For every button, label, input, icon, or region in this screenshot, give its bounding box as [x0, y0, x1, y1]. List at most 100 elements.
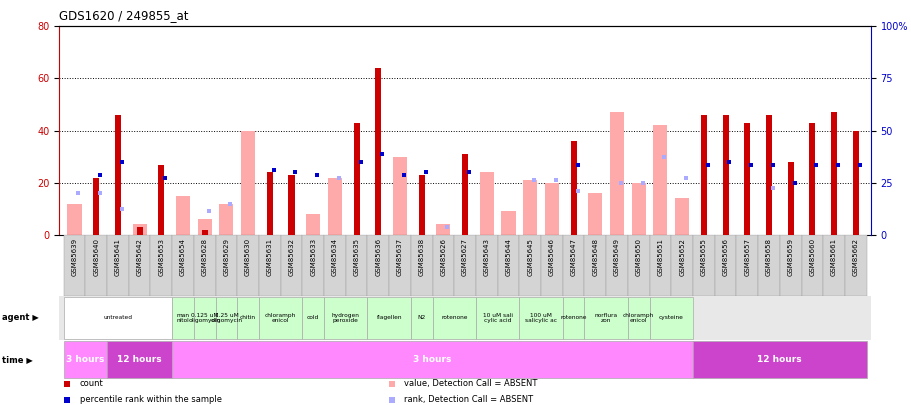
Bar — [454, 235, 476, 296]
Text: GSM85653: GSM85653 — [159, 238, 164, 276]
Bar — [501, 211, 515, 235]
Text: 1.25 uM
oligomycin: 1.25 uM oligomycin — [210, 313, 242, 323]
Text: GSM85659: GSM85659 — [787, 238, 793, 276]
Text: N2: N2 — [417, 315, 425, 320]
Text: chitin: chitin — [240, 315, 256, 320]
Bar — [115, 115, 121, 235]
Bar — [389, 235, 411, 296]
Text: 10 uM sali
cylic acid: 10 uM sali cylic acid — [482, 313, 512, 323]
Text: GSM85656: GSM85656 — [722, 238, 728, 276]
Text: flagellen: flagellen — [376, 315, 402, 320]
Bar — [649, 296, 692, 339]
Bar — [588, 193, 602, 235]
Bar — [411, 235, 432, 296]
Text: GDS1620 / 249855_at: GDS1620 / 249855_at — [59, 9, 189, 22]
Text: GSM85655: GSM85655 — [700, 238, 706, 276]
Bar — [670, 235, 692, 296]
Bar — [159, 164, 164, 235]
Bar — [237, 235, 259, 296]
Bar — [367, 296, 411, 339]
Bar — [692, 341, 865, 377]
Bar — [150, 235, 172, 296]
Text: GSM85654: GSM85654 — [179, 238, 186, 276]
Bar — [808, 123, 814, 235]
Text: GSM85642: GSM85642 — [137, 238, 142, 276]
Bar — [627, 235, 649, 296]
Bar — [194, 296, 215, 339]
Bar — [544, 183, 558, 235]
Text: GSM85626: GSM85626 — [440, 238, 445, 276]
Text: GSM85634: GSM85634 — [332, 238, 338, 276]
Bar — [518, 296, 562, 339]
Bar — [367, 235, 389, 296]
Text: GSM85658: GSM85658 — [765, 238, 771, 276]
Text: GSM85651: GSM85651 — [657, 238, 662, 276]
Bar — [128, 235, 150, 296]
Bar — [714, 235, 735, 296]
Text: GSM85641: GSM85641 — [115, 238, 121, 276]
Text: norflura
zon: norflura zon — [594, 313, 617, 323]
Text: GSM85661: GSM85661 — [830, 238, 836, 276]
Text: hydrogen
peroxide: hydrogen peroxide — [332, 313, 359, 323]
Bar — [345, 235, 367, 296]
Text: GSM85637: GSM85637 — [396, 238, 403, 276]
Bar — [518, 235, 540, 296]
Text: 0.125 uM
oligomycin: 0.125 uM oligomycin — [189, 313, 220, 323]
Text: GSM85644: GSM85644 — [505, 238, 511, 276]
Bar — [476, 235, 497, 296]
Bar — [765, 115, 771, 235]
Bar — [540, 235, 562, 296]
Text: GSM85631: GSM85631 — [267, 238, 272, 276]
Bar — [323, 235, 345, 296]
Bar — [432, 235, 454, 296]
Bar — [584, 235, 606, 296]
Bar — [606, 235, 627, 296]
Bar — [201, 230, 208, 235]
Text: rank, Detection Call = ABSENT: rank, Detection Call = ABSENT — [404, 395, 533, 404]
Bar — [418, 175, 425, 235]
Bar — [327, 177, 342, 235]
Text: untreated: untreated — [103, 315, 132, 320]
Bar — [288, 175, 294, 235]
Text: GSM85632: GSM85632 — [288, 238, 294, 276]
Bar — [435, 224, 450, 235]
Bar — [852, 130, 858, 235]
Bar — [93, 177, 99, 235]
Bar — [198, 219, 211, 235]
Text: percentile rank within the sample: percentile rank within the sample — [79, 395, 221, 404]
Text: 100 uM
salicylic ac: 100 uM salicylic ac — [525, 313, 557, 323]
Text: GSM85629: GSM85629 — [223, 238, 230, 276]
Bar — [609, 112, 623, 235]
Bar — [86, 235, 107, 296]
Text: rotenone: rotenone — [441, 315, 467, 320]
Bar — [353, 123, 359, 235]
Bar — [107, 235, 128, 296]
Text: GSM85657: GSM85657 — [743, 238, 750, 276]
Bar — [132, 224, 147, 235]
Text: GSM85639: GSM85639 — [71, 238, 77, 276]
Bar — [176, 196, 189, 235]
Text: GSM85646: GSM85646 — [548, 238, 554, 276]
Text: 3 hours: 3 hours — [67, 355, 105, 364]
Bar — [67, 204, 81, 235]
Text: GSM85630: GSM85630 — [245, 238, 251, 276]
Bar — [215, 296, 237, 339]
Text: count: count — [79, 379, 103, 388]
Bar — [302, 296, 323, 339]
Text: GSM85636: GSM85636 — [375, 238, 381, 276]
Text: cold: cold — [307, 315, 319, 320]
Text: 12 hours: 12 hours — [118, 355, 162, 364]
Text: GSM85652: GSM85652 — [679, 238, 684, 276]
Bar — [757, 235, 779, 296]
Bar — [220, 204, 233, 235]
Bar — [393, 157, 406, 235]
Bar — [652, 126, 667, 235]
Text: GSM85647: GSM85647 — [570, 238, 576, 276]
Bar — [194, 235, 215, 296]
Bar — [237, 296, 259, 339]
Bar — [479, 173, 494, 235]
Text: GSM85627: GSM85627 — [462, 238, 467, 276]
Bar — [323, 296, 367, 339]
Bar — [631, 183, 645, 235]
Text: GSM85635: GSM85635 — [353, 238, 359, 276]
